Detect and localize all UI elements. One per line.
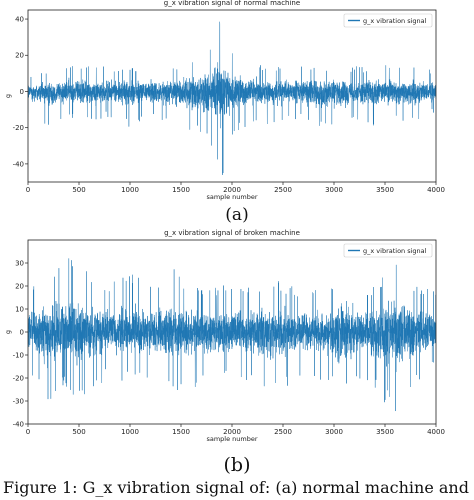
x-tick-label: 1500 xyxy=(172,428,190,436)
y-tick-label: 30 xyxy=(15,259,24,267)
y-tick-label: 20 xyxy=(15,52,24,60)
y-tick-label: 20 xyxy=(15,282,24,290)
y-tick-label: -30 xyxy=(13,397,24,405)
chart-normal-machine: g_x vibration signal of normal machine 0 5… xyxy=(4,0,445,201)
x-tick-label: 3000 xyxy=(325,428,343,436)
legend-box xyxy=(343,13,433,28)
y-tick-label: 40 xyxy=(15,15,24,23)
x-axis-label: sample number xyxy=(206,193,257,201)
signal-line xyxy=(28,21,436,175)
y-axis-label: g xyxy=(4,330,12,334)
chart-title: g_x vibration signal of broken machine xyxy=(164,229,300,237)
y-tick-label: 0 xyxy=(20,328,24,336)
legend-label: g_x vibration signal xyxy=(363,247,427,255)
x-tick-label: 4000 xyxy=(427,428,445,436)
x-tick-label: 1500 xyxy=(172,186,190,194)
x-tick-label: 4000 xyxy=(427,186,445,194)
x-tick-label: 2500 xyxy=(274,186,292,194)
x-tick-label: 1000 xyxy=(121,186,139,194)
y-tick-label: -40 xyxy=(13,160,24,168)
x-tick-label: 0 xyxy=(26,186,30,194)
x-tick-label: 3500 xyxy=(376,428,394,436)
figure-caption: Figure 1: G_x vibration signal of: (a) n… xyxy=(3,478,469,497)
legend: g_x vibration signal xyxy=(343,243,433,258)
x-tick-label: 3000 xyxy=(325,186,343,194)
x-tick-label: 2000 xyxy=(223,186,241,194)
legend-label: g_x vibration signal xyxy=(363,17,427,25)
panel-label-a: (a) xyxy=(225,205,249,225)
x-tick-label: 3500 xyxy=(376,186,394,194)
legend-box xyxy=(343,243,433,258)
y-tick-label: -20 xyxy=(13,124,24,132)
y-tick-label: -40 xyxy=(13,420,24,428)
x-tick-label: 500 xyxy=(72,186,85,194)
x-axis-label: sample number xyxy=(206,435,257,443)
panel-label-b: (b) xyxy=(223,454,251,476)
chart-title: g_x vibration signal of normal machine xyxy=(164,0,300,7)
y-tick-label: -10 xyxy=(13,351,24,359)
x-tick-label: 500 xyxy=(72,428,85,436)
chart-broken-machine: g_x vibration signal of broken machine 0 5… xyxy=(4,229,445,443)
x-tick-label: 1000 xyxy=(121,428,139,436)
y-axis-label: g xyxy=(4,94,12,98)
x-tick-label: 2500 xyxy=(274,428,292,436)
y-tick-label: 10 xyxy=(15,305,24,313)
y-tick-label: 0 xyxy=(20,88,24,96)
signal-line xyxy=(28,258,436,412)
x-tick-label: 0 xyxy=(26,428,30,436)
x-tick-label: 2000 xyxy=(223,428,241,436)
legend: g_x vibration signal xyxy=(343,13,433,28)
y-tick-label: -20 xyxy=(13,374,24,382)
